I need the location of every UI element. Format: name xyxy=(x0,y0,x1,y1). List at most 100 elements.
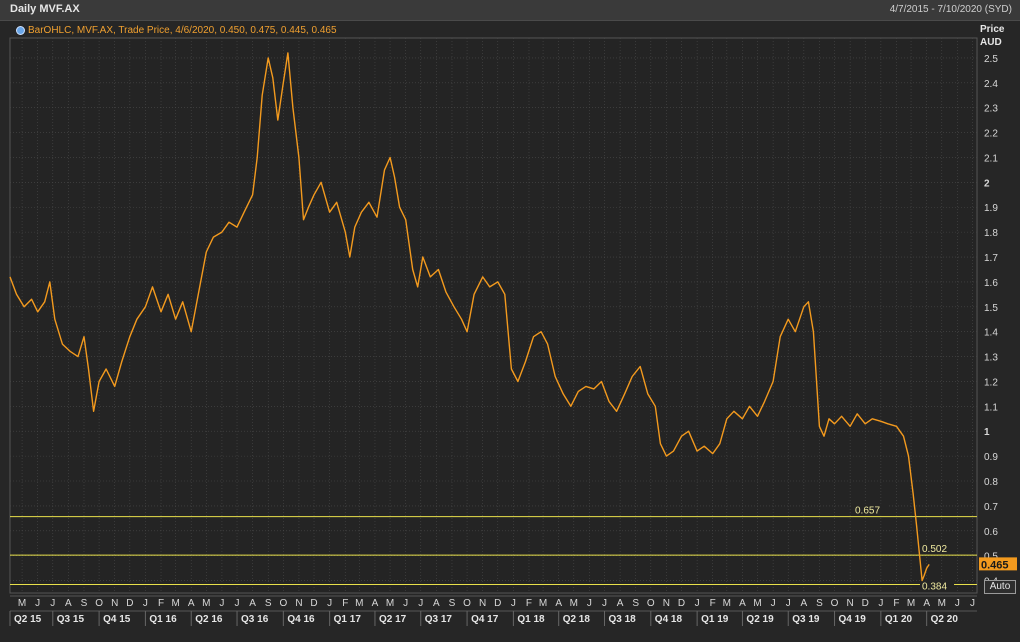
x-month-label: M xyxy=(386,598,394,609)
x-quarter-label: Q2 20 xyxy=(931,614,959,625)
y-tick-label: 1 xyxy=(984,427,990,438)
auto-scale-button[interactable]: Auto xyxy=(984,580,1016,594)
price-axis-unit: AUD xyxy=(980,37,1002,48)
x-month-label: N xyxy=(663,598,670,609)
x-month-label: A xyxy=(433,598,440,609)
y-tick-label: 2.1 xyxy=(984,153,998,164)
y-tick-label: 1.5 xyxy=(984,303,998,314)
y-tick-label: 1.7 xyxy=(984,253,998,264)
x-month-label: A xyxy=(617,598,624,609)
x-month-label: O xyxy=(279,598,287,609)
level-label-bg xyxy=(853,503,887,516)
x-quarter-label: Q3 16 xyxy=(241,614,269,625)
y-tick-label: 2.2 xyxy=(984,129,998,140)
globe-icon[interactable] xyxy=(16,25,25,35)
x-month-label: J xyxy=(219,598,224,609)
x-month-label: A xyxy=(188,598,195,609)
x-quarter-label: Q1 19 xyxy=(701,614,729,625)
x-month-label: N xyxy=(479,598,486,609)
y-tick-label: 1.9 xyxy=(984,203,998,214)
x-month-label: J xyxy=(35,598,40,609)
x-month-label: J xyxy=(878,598,883,609)
x-month-label: J xyxy=(143,598,148,609)
x-month-label: D xyxy=(126,598,133,609)
x-month-label: S xyxy=(449,598,456,609)
x-quarter-label: Q3 18 xyxy=(608,614,636,625)
x-month-label: O xyxy=(95,598,103,609)
price-axis-title: Price AUD xyxy=(980,23,1020,49)
x-month-label: J xyxy=(970,598,975,609)
y-tick-label: 0.7 xyxy=(984,502,998,513)
y-tick-label: 1.8 xyxy=(984,228,998,239)
legend[interactable]: BarOHLC, MVF.AX, Trade Price, 4/6/2020, … xyxy=(16,23,337,37)
x-month-label: O xyxy=(831,598,839,609)
x-quarter-label: Q3 19 xyxy=(792,614,820,625)
x-month-label: F xyxy=(526,598,532,609)
x-month-label: S xyxy=(265,598,272,609)
y-tick-label: 0.5 xyxy=(984,552,998,563)
x-month-label: A xyxy=(65,598,72,609)
title-bar: Daily MVF.AX 4/7/2015 - 7/10/2020 (SYD) xyxy=(0,0,1020,21)
x-quarter-label: Q1 20 xyxy=(885,614,913,625)
x-quarter-label: Q1 18 xyxy=(517,614,545,625)
x-month-label: J xyxy=(602,598,607,609)
x-quarter-label: Q1 17 xyxy=(334,614,362,625)
x-month-label: F xyxy=(710,598,716,609)
y-tick-label: 1.2 xyxy=(984,377,998,388)
x-month-label: N xyxy=(847,598,854,609)
x-month-label: J xyxy=(418,598,423,609)
x-month-label: D xyxy=(862,598,869,609)
x-quarter-label: Q3 15 xyxy=(57,614,85,625)
x-month-label: J xyxy=(786,598,791,609)
y-tick-label: 0.9 xyxy=(984,452,998,463)
x-month-label: M xyxy=(355,598,363,609)
x-month-label: A xyxy=(372,598,379,609)
x-month-label: O xyxy=(463,598,471,609)
x-quarter-label: Q2 18 xyxy=(563,614,591,625)
level-label: 0.502 xyxy=(922,544,947,555)
x-month-label: M xyxy=(18,598,26,609)
x-month-label: J xyxy=(695,598,700,609)
x-month-label: J xyxy=(587,598,592,609)
x-month-label: M xyxy=(539,598,547,609)
x-month-label: M xyxy=(753,598,761,609)
x-month-label: J xyxy=(511,598,516,609)
x-quarter-label: Q1 16 xyxy=(149,614,177,625)
y-tick-label: 2.5 xyxy=(984,54,998,65)
y-tick-label: 1.1 xyxy=(984,402,998,413)
level-label-bg xyxy=(920,542,954,555)
x-month-label: S xyxy=(816,598,823,609)
x-month-label: F xyxy=(893,598,899,609)
x-quarter-label: Q4 19 xyxy=(839,614,867,625)
level-label: 0.657 xyxy=(855,506,880,517)
level-label: 0.384 xyxy=(922,582,947,593)
y-tick-label: 0.6 xyxy=(984,527,998,538)
x-month-label: A xyxy=(249,598,256,609)
x-quarter-label: Q2 15 xyxy=(14,614,42,625)
level-label-bg xyxy=(920,579,954,592)
x-month-label: J xyxy=(50,598,55,609)
y-tick-label: 0.8 xyxy=(984,477,998,488)
x-quarter-label: Q4 17 xyxy=(471,614,499,625)
x-month-label: A xyxy=(923,598,930,609)
y-tick-label: 1.3 xyxy=(984,353,998,364)
x-month-label: M xyxy=(570,598,578,609)
x-month-label: J xyxy=(327,598,332,609)
x-month-label: M xyxy=(723,598,731,609)
x-month-label: S xyxy=(632,598,639,609)
plot-area xyxy=(9,37,978,594)
x-month-label: D xyxy=(310,598,317,609)
x-quarter-label: Q4 15 xyxy=(103,614,131,625)
y-tick-label: 2.4 xyxy=(984,79,998,90)
x-quarter-label: Q2 19 xyxy=(746,614,774,625)
price-series-line[interactable] xyxy=(9,52,930,582)
x-month-label: N xyxy=(111,598,118,609)
x-month-label: M xyxy=(907,598,915,609)
x-month-label: O xyxy=(647,598,655,609)
x-quarter-label: Q2 16 xyxy=(195,614,223,625)
x-month-label: M xyxy=(171,598,179,609)
x-month-label: D xyxy=(678,598,685,609)
x-month-label: J xyxy=(771,598,776,609)
